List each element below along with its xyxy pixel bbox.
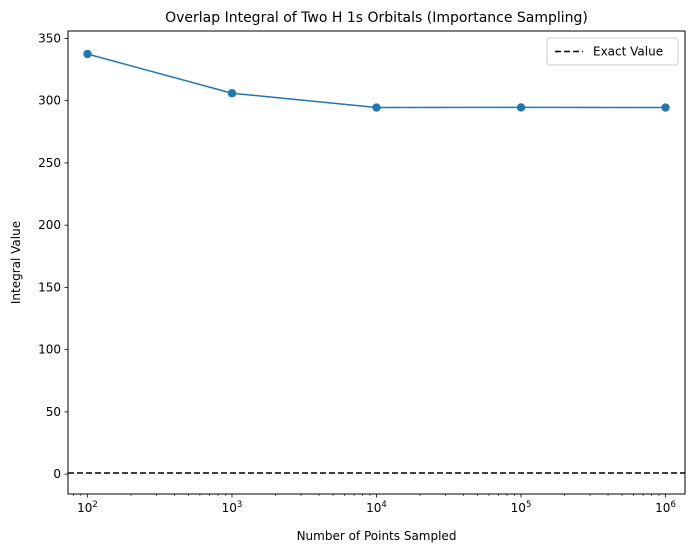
x-tick-label: 105 (511, 500, 532, 515)
y-tick-label: 0 (53, 467, 61, 481)
y-tick-label: 300 (38, 94, 61, 108)
data-point-1 (227, 89, 237, 98)
y-tick-label: 50 (46, 405, 61, 419)
data-point-2 (372, 103, 381, 112)
chart-title: Overlap Integral of Two H 1s Orbitals (I… (165, 10, 588, 26)
x-tick-label: 102 (77, 500, 98, 515)
plot-area: 0 50 100 150 200 250 300 350 102 103 104 105 106 (38, 30, 686, 515)
y-tick-label: 250 (38, 156, 61, 170)
y-tick-label: 350 (38, 31, 61, 45)
y-axis-title: Integral Value (9, 221, 23, 304)
data-point-0 (83, 49, 92, 59)
x-tick-label: 104 (366, 500, 387, 515)
x-tick-label: 106 (655, 500, 676, 515)
y-tick-label: 150 (38, 280, 61, 294)
legend-label-exact-value: Exact Value (593, 45, 663, 59)
axes-frame (67, 30, 686, 495)
y-tick-label: 200 (38, 218, 61, 232)
data-point-4 (661, 103, 670, 112)
data-point-3 (516, 103, 526, 112)
y-tick-label: 100 (38, 343, 61, 357)
x-tick-label: 103 (222, 500, 243, 515)
legend-box (546, 37, 679, 66)
legend: Exact Value (546, 37, 679, 66)
x-axis-title: Number of Points Sampled (297, 529, 457, 543)
